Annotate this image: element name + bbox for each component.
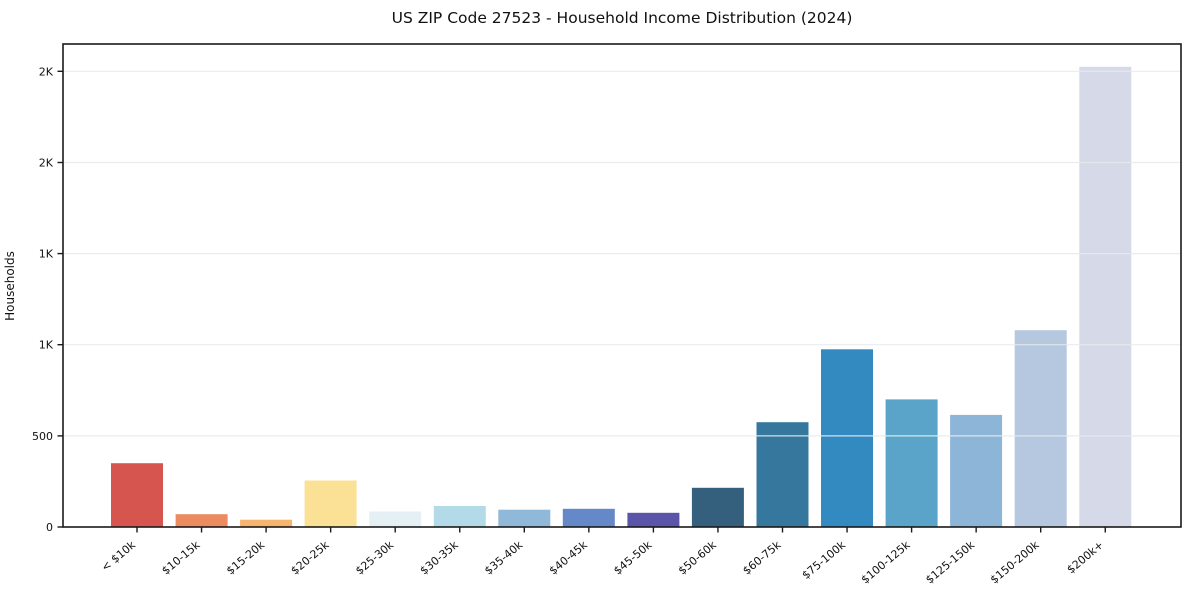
bar-$40-45k xyxy=(562,508,615,527)
plot-border xyxy=(62,43,1182,528)
bar-$50-60k xyxy=(691,487,744,527)
bar-$30-35k xyxy=(433,506,486,527)
bar-$150-200k xyxy=(1014,330,1067,527)
x-tick-label-$125-150k: $125-150k xyxy=(923,538,977,586)
x-tick-label-$45-50k: $45-50k xyxy=(611,538,655,578)
bar-$100-125k xyxy=(885,399,938,527)
bars-group xyxy=(111,66,1132,528)
x-tick-label-$100-125k: $100-125k xyxy=(859,538,913,586)
bar-$200k+ xyxy=(1079,66,1132,528)
y-tick-label-2K: 2K xyxy=(39,157,54,170)
bar-$20-25k xyxy=(304,480,357,527)
y-tick-labels-group: 0 500 1K 1K 2K 2K xyxy=(32,65,54,534)
axes-group xyxy=(57,43,1182,533)
bar-$10-15k xyxy=(175,514,228,527)
bar-$60-75k xyxy=(756,422,809,527)
y-tick-label-1K: 1K xyxy=(39,248,54,261)
x-tick-label-$25-30k: $25-30k xyxy=(353,538,397,578)
bar-$15-20k xyxy=(240,519,293,527)
y-axis-label: Households xyxy=(3,251,17,321)
x-tick-label-$35-40k: $35-40k xyxy=(482,538,526,578)
x-tick-label-$30-35k: $30-35k xyxy=(418,538,462,578)
x-tick-label-$40-45k: $40-45k xyxy=(547,538,591,578)
x-tick-label-$10-15k: $10-15k xyxy=(159,538,203,578)
chart-title: US ZIP Code 27523 - Household Income Dis… xyxy=(392,9,853,27)
bar-$25-30k xyxy=(369,511,422,527)
bar-$125-150k xyxy=(950,414,1003,527)
gridlines-group xyxy=(64,70,1180,437)
y-tick-label-0: 0 xyxy=(46,521,53,534)
x-tick-label-$50-60k: $50-60k xyxy=(676,538,720,578)
x-tick-label-$15-20k: $15-20k xyxy=(224,538,268,578)
bar-$45-50k xyxy=(627,512,680,527)
y-tick-label-1K: 1K xyxy=(39,339,54,352)
x-tick-label-< $10k: < $10k xyxy=(99,538,139,574)
bar-$35-40k xyxy=(498,509,551,527)
x-tick-labels-group: < $10k $10-15k $15-20k $20-25k $25-30k $30-35… xyxy=(99,538,1106,587)
x-tick-label-$60-75k: $60-75k xyxy=(740,538,784,578)
x-tick-label-$200k+: $200k+ xyxy=(1064,538,1106,576)
x-tick-label-$20-25k: $20-25k xyxy=(288,538,332,578)
bar-$75-100k xyxy=(821,349,873,527)
x-tick-label-$75-100k: $75-100k xyxy=(800,538,849,582)
x-tick-label-$150-200k: $150-200k xyxy=(988,538,1042,586)
bar-< $10k xyxy=(111,463,163,527)
y-tick-label-500: 500 xyxy=(32,430,53,443)
y-tick-label-2K: 2K xyxy=(39,65,54,78)
